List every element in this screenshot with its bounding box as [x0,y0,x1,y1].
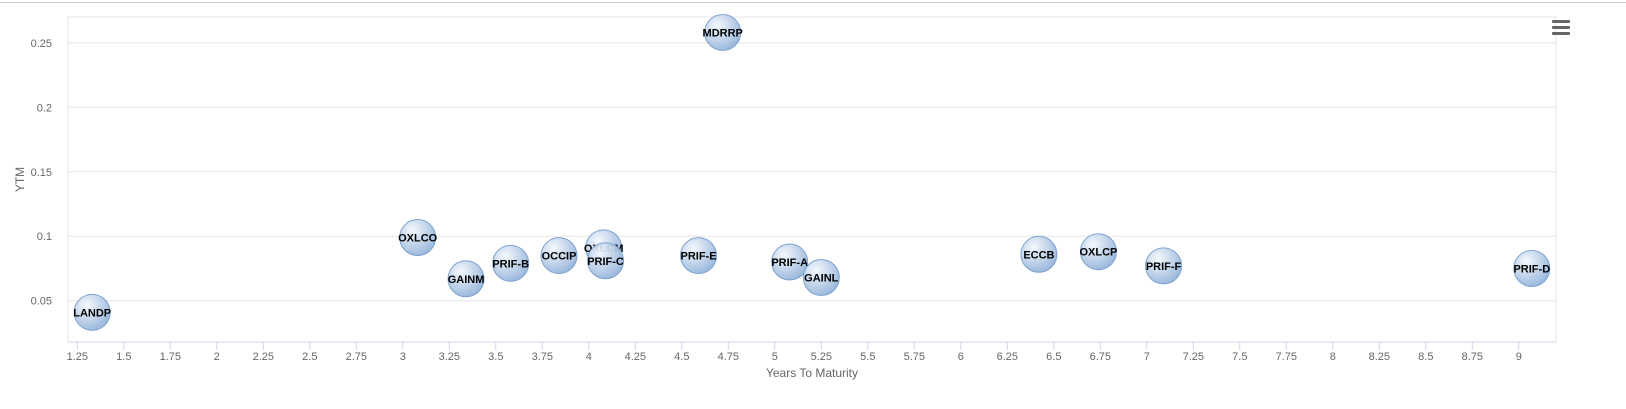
x-tick-label: 3.5 [488,351,503,363]
bubble-label: PRIF-D [1513,263,1550,275]
bubble-point[interactable]: PRIF-C [587,242,625,280]
x-tick-label: 4.5 [674,351,689,363]
bubble-marker[interactable] [1145,247,1183,285]
bubble-label: PRIF-B [492,258,529,270]
x-tick-label: 6.25 [997,351,1018,363]
y-tick-label: 0.1 [37,231,52,243]
x-tick-label: 7 [1144,351,1150,363]
x-tick-label: 1.25 [67,351,88,363]
x-tick-label: 6.75 [1090,351,1111,363]
x-tick-label: 6 [958,351,964,363]
x-tick-label: 7.5 [1232,351,1247,363]
y-tick-label: 0.15 [31,167,52,179]
x-tick-label: 4.75 [718,351,739,363]
bubble-point[interactable]: GAINL [802,259,840,297]
bubble-marker[interactable] [73,293,111,331]
y-tick-labels: 0.05 0.1 0.15 0.2 0.25 [31,38,52,308]
bubble-point[interactable]: GAINM [447,260,485,298]
bubble-point[interactable]: MDRRP [703,13,743,51]
x-tick-label: 6.5 [1046,351,1061,363]
chart-menu-icon[interactable] [1552,20,1570,36]
bubble-label: OXLCO [398,233,438,245]
bubble-label: PRIF-F [1146,261,1182,273]
x-axis-title: Years To Maturity [766,366,858,380]
y-tick-label: 0.2 [37,102,52,114]
bubble-marker[interactable] [1513,249,1551,287]
x-tick-label: 7.75 [1276,351,1297,363]
x-tick-label: 8 [1330,351,1336,363]
y-tick-label: 0.05 [31,296,52,308]
bubble-point[interactable]: PRIF-A [771,243,809,281]
bubble-point[interactable]: ECCB [1020,235,1058,273]
x-tick-labels: 1.25 1.5 1.75 2 2.25 2.5 2.75 3 3.25 3.5 3.75 4 4.25… [67,351,1522,363]
y-tick-label: 0.25 [31,38,52,50]
bubble-point[interactable]: PRIF-E [680,237,718,275]
bubble-marker[interactable] [447,260,485,298]
x-tick-label: 5.25 [811,351,832,363]
top-rule [0,2,1626,3]
x-tick-label: 2.25 [253,351,274,363]
bubble-point[interactable]: OXLCP [1079,233,1117,271]
x-tick-label: 3.75 [532,351,553,363]
bubble-label: OCCIP [542,251,577,263]
bubble-label: GAINL [804,273,839,285]
bubble-label: MDRRP [703,27,743,39]
menu-bar [1552,26,1570,29]
bubble-label: GAINM [448,274,485,286]
bubble-marker[interactable] [1079,233,1117,271]
bubble-marker[interactable] [492,244,530,282]
y-axis-title: YTM [13,167,27,192]
x-tick-label: 3.25 [439,351,460,363]
bubble-label: LANDP [73,307,111,319]
bubble-point[interactable]: PRIF-B [492,244,530,282]
menu-bar [1552,20,1570,23]
grid-lines [68,42,1556,302]
x-tick-label: 7.25 [1183,351,1204,363]
x-tick-label: 4 [586,351,592,363]
bubble-marker[interactable] [771,243,809,281]
x-tick-label: 2.75 [346,351,367,363]
x-tick-label: 5.75 [904,351,925,363]
x-tick-label: 8.25 [1369,351,1390,363]
x-tick-label: 3 [400,351,406,363]
bubble-marker[interactable] [540,237,578,275]
bubble-point[interactable]: OXLCO [398,219,438,257]
x-tick-label: 5.5 [860,351,875,363]
bubble-marker[interactable] [399,219,437,257]
bubble-point[interactable]: PRIF-D [1513,249,1551,287]
bubble-label: PRIF-E [681,251,717,263]
bubble-series: LANDPOXLCOGAINMPRIF-BOCCIPOXLCMPRIF-CPRI… [73,13,1551,331]
x-tick-label: 4.25 [625,351,646,363]
bubble-marker[interactable] [587,242,625,280]
x-tick-label: 1.5 [116,351,131,363]
bubble-marker[interactable] [680,237,718,275]
bubble-point[interactable]: PRIF-F [1145,247,1183,285]
x-tick-label: 1.75 [160,351,181,363]
menu-bar [1552,32,1570,35]
x-tick-label: 8.5 [1418,351,1433,363]
bubble-label: PRIF-C [587,256,624,268]
bubble-label: OXLCP [1079,247,1117,259]
bubble-label: ECCB [1023,249,1054,261]
x-tick-label: 9 [1516,351,1522,363]
x-tick-label: 5 [772,351,778,363]
bubble-marker[interactable] [1020,235,1058,273]
bubble-marker[interactable] [802,259,840,297]
bubble-label: PRIF-A [771,257,808,269]
bubble-marker[interactable] [704,13,742,51]
bubble-point[interactable]: LANDP [73,293,111,331]
x-tick-label: 8.75 [1462,351,1483,363]
bubble-point[interactable]: OCCIP [540,237,578,275]
x-tick-label: 2.5 [302,351,317,363]
x-tick-label: 2 [214,351,220,363]
axes [67,16,1557,350]
